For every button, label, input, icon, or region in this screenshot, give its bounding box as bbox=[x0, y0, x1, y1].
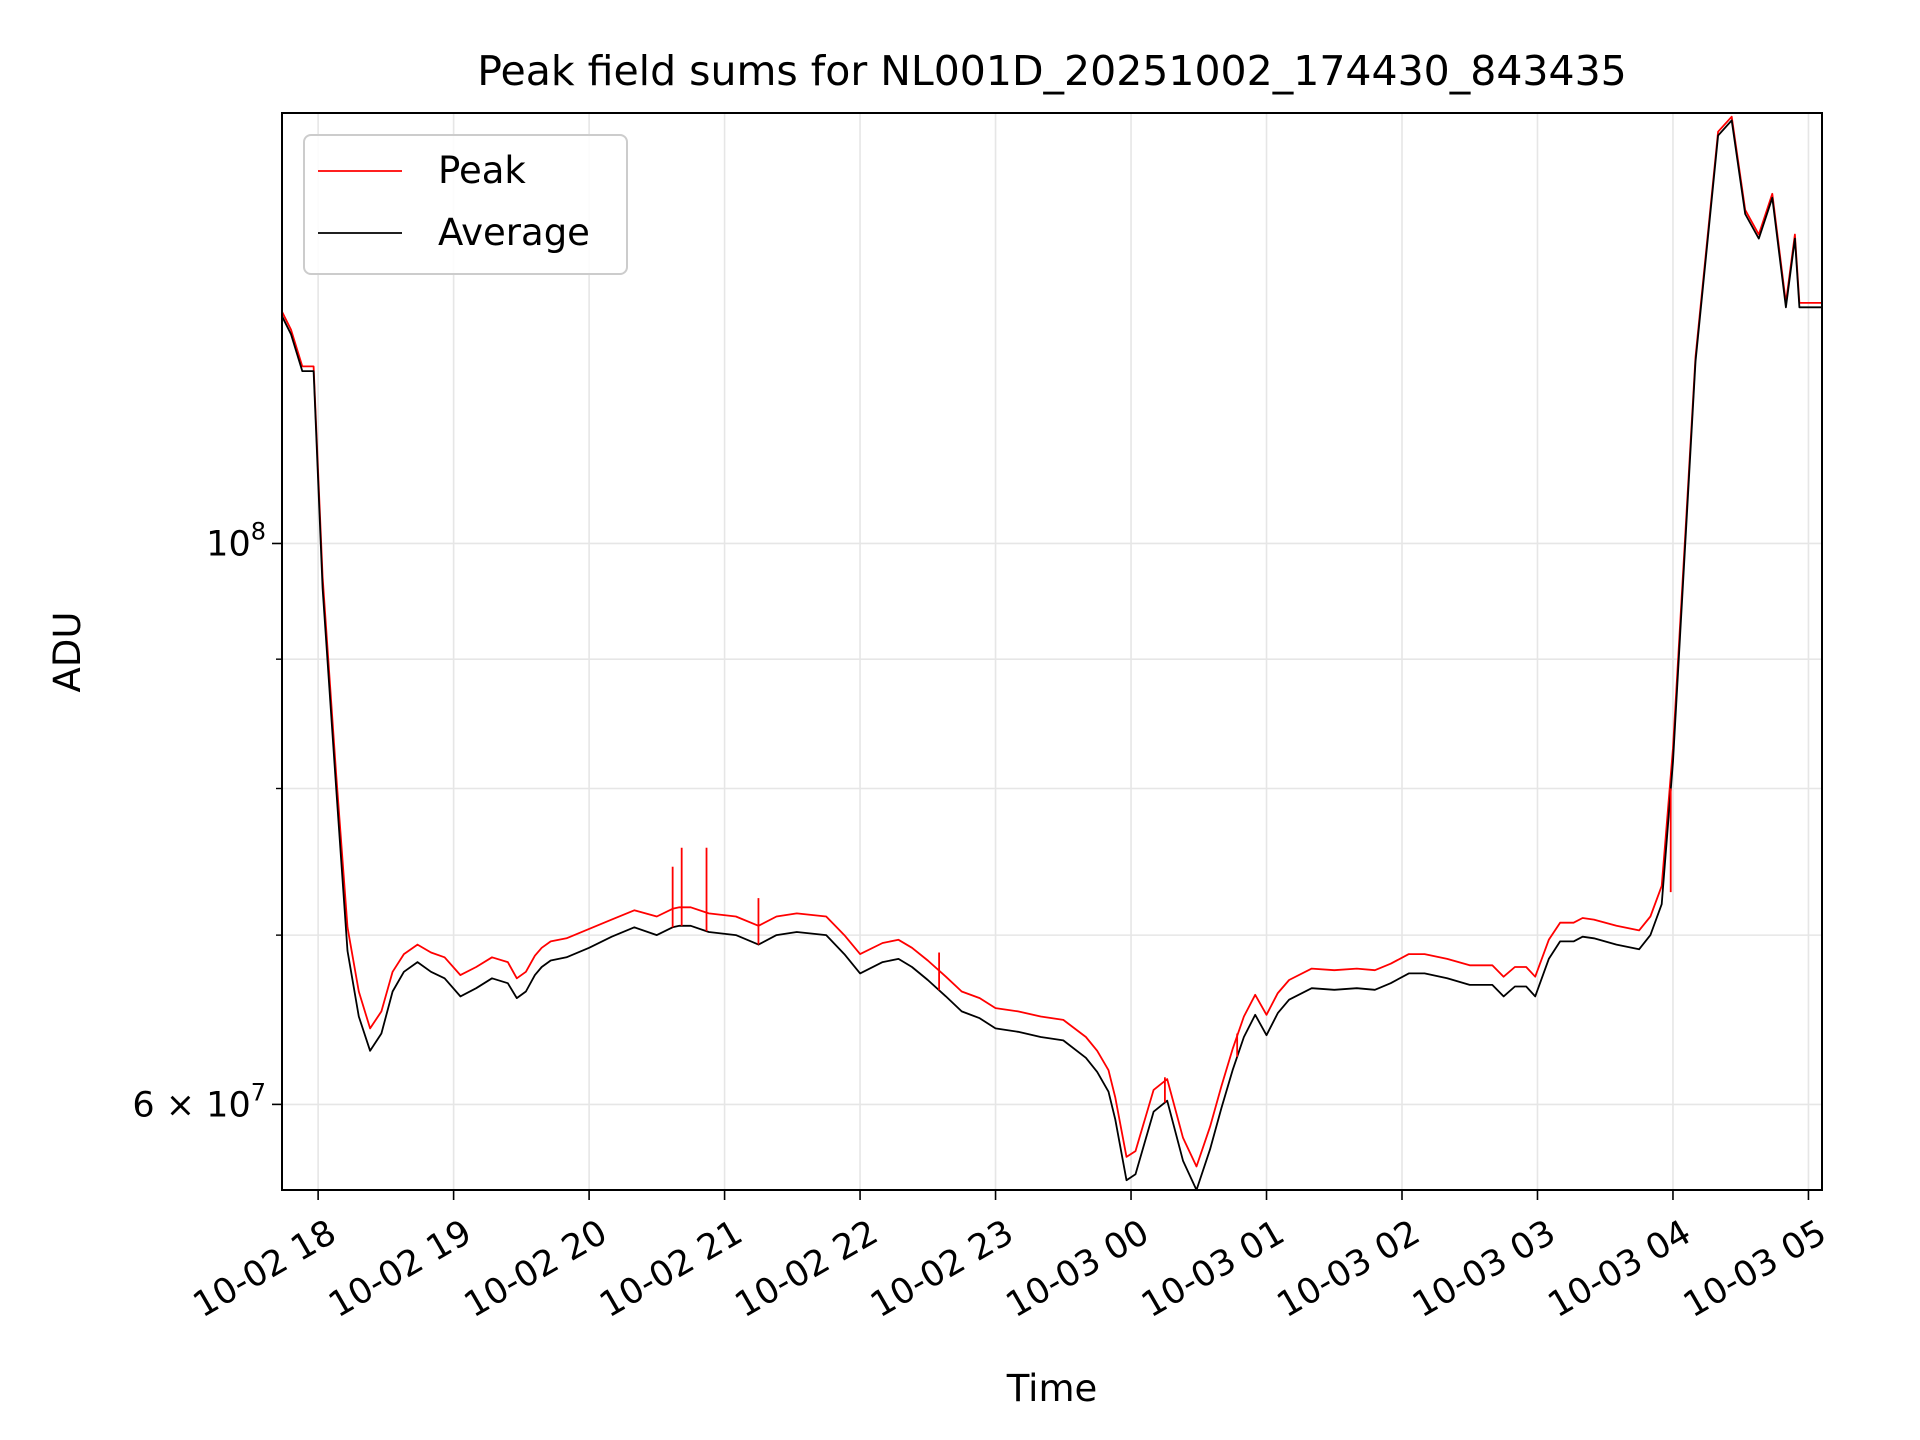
legend-box bbox=[303, 134, 628, 275]
legend: Peak Average bbox=[303, 134, 628, 275]
series-line-peak bbox=[282, 115, 1822, 1168]
y-tick-label: 108 bbox=[206, 517, 266, 564]
plot-area bbox=[282, 115, 1822, 1190]
y-axis-label: ADU bbox=[46, 612, 89, 693]
grid bbox=[282, 113, 1822, 1190]
plot-lines bbox=[282, 115, 1822, 1190]
legend-label-average: Average bbox=[438, 211, 590, 254]
plot-frame bbox=[281, 112, 1823, 1191]
x-axis-label: Time bbox=[1006, 1367, 1098, 1410]
legend-label-peak: Peak bbox=[438, 149, 526, 192]
series-line-average bbox=[282, 119, 1822, 1190]
chart-title: Peak field sums for NL001D_20251002_1744… bbox=[477, 47, 1627, 95]
y-tick-label: 6 × 107 bbox=[132, 1078, 266, 1125]
